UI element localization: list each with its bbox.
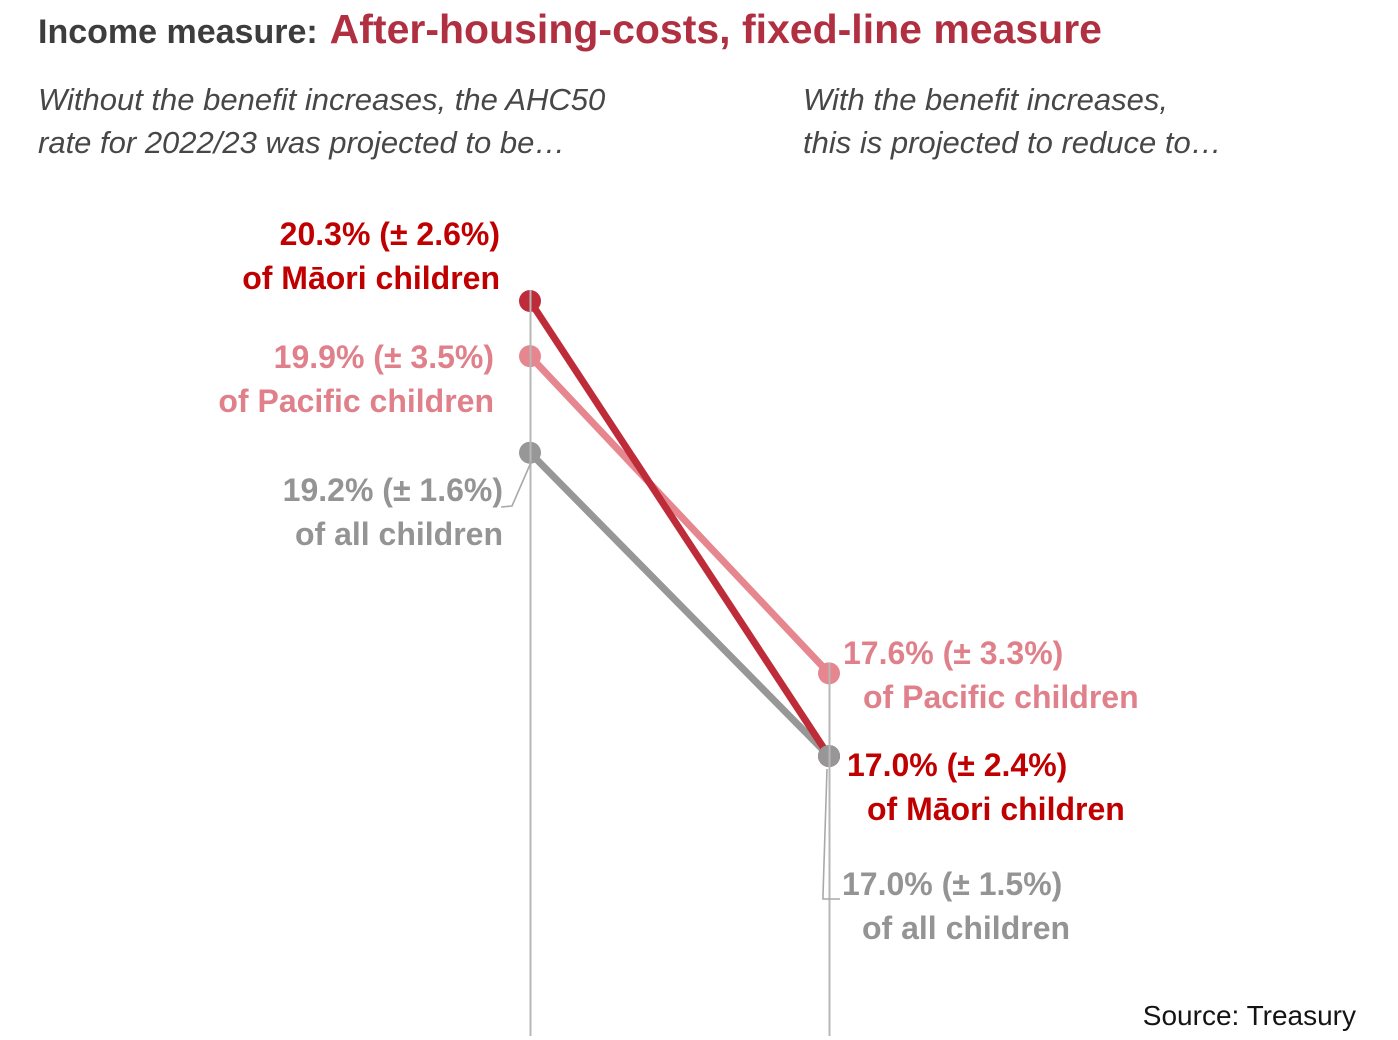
slope-line-pacific <box>526 352 833 677</box>
source-credit: Source: Treasury <box>1142 1000 1356 1031</box>
subtitle-line: rate for 2022/23 was projected to be… <box>38 125 566 160</box>
label-group-line: of Pacific children <box>863 679 1139 715</box>
page-title: Income measure: After-housing-costs, fixe… <box>38 6 1102 53</box>
label-value-line: 17.6% (± 3.3%) <box>843 635 1064 671</box>
label-pacific-after: 17.6% (± 3.3%) of Pacific children <box>843 631 1139 719</box>
slope-line-all <box>526 449 833 760</box>
subtitle-line: Without the benefit increases, the AHC50 <box>38 82 606 117</box>
leader-all-before <box>500 459 533 508</box>
label-group-line: of Māori children <box>867 791 1125 827</box>
label-pacific-before: 19.9% (± 3.5%) of Pacific children <box>218 335 494 423</box>
label-all-after: 17.0% (± 1.5%) of all children <box>842 862 1070 950</box>
label-group-line: of all children <box>862 910 1071 946</box>
title-main: After-housing-costs, fixed-line measure <box>329 6 1102 52</box>
label-all-before: 19.2% (± 1.6%) of all children <box>283 468 503 556</box>
subtitle-line: With the benefit increases, <box>803 82 1169 117</box>
label-value-line: 19.2% (± 1.6%) <box>282 472 503 508</box>
subtitle-with-benefits: With the benefit increases, this is proj… <box>803 78 1222 164</box>
label-group-line: of Māori children <box>242 260 500 296</box>
subtitle-line: this is projected to reduce to… <box>803 125 1222 160</box>
leader-all-after <box>822 768 840 900</box>
label-group-line: of Pacific children <box>218 383 494 419</box>
subtitle-without-benefits: Without the benefit increases, the AHC50… <box>38 78 605 164</box>
label-value-line: 20.3% (± 2.6%) <box>279 216 500 252</box>
label-value-line: 17.0% (± 1.5%) <box>842 866 1063 902</box>
label-group-line: of all children <box>294 516 503 552</box>
slope-line-maori <box>526 297 833 760</box>
label-maori-before: 20.3% (± 2.6%) of Māori children <box>242 212 500 300</box>
label-value-line: 19.9% (± 3.5%) <box>273 339 494 375</box>
label-maori-after: 17.0% (± 2.4%) of Māori children <box>847 743 1125 831</box>
title-prefix: Income measure: <box>38 13 318 51</box>
label-value-line: 17.0% (± 2.4%) <box>847 747 1068 783</box>
